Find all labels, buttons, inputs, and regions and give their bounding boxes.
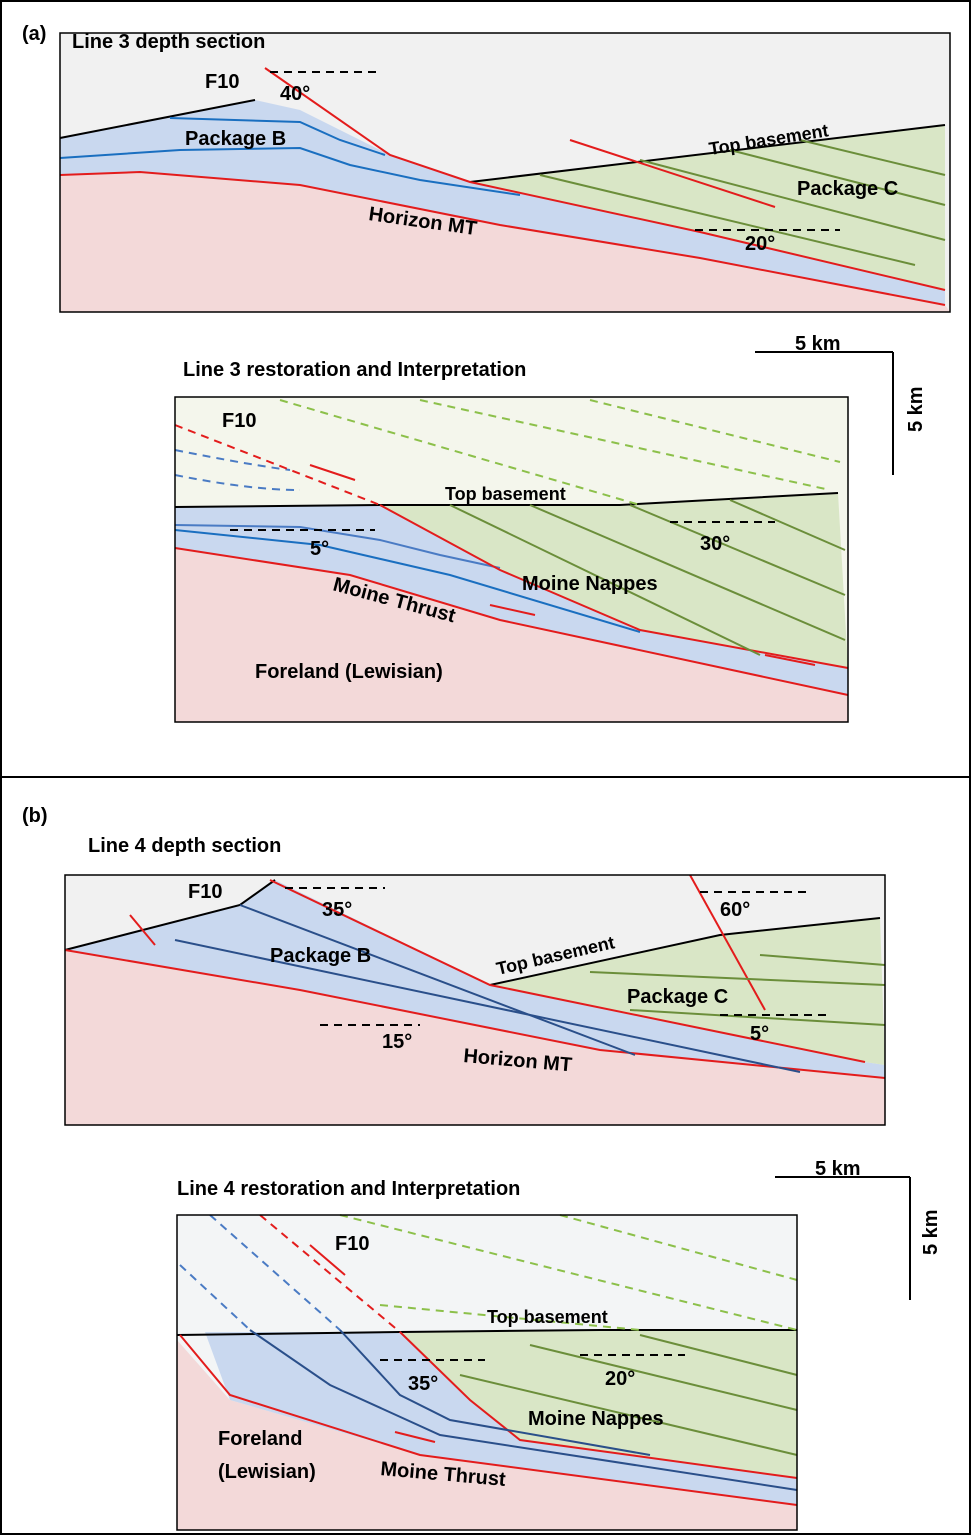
scale-label: 5 km (795, 333, 841, 355)
label: F10 (188, 881, 222, 903)
label: (Lewisian) (218, 1461, 316, 1483)
label: Package B (270, 945, 371, 967)
label: 35° (408, 1373, 438, 1395)
label: 5° (750, 1023, 769, 1045)
label: 40° (280, 83, 310, 105)
label: Top basement (487, 1307, 608, 1327)
label: Package B (185, 128, 286, 150)
label: 60° (720, 899, 750, 921)
section-title: Line 4 restoration and Interpretation (177, 1178, 520, 1200)
label: Foreland (Lewisian) (255, 661, 443, 683)
panel-label: (b) (22, 805, 48, 827)
label: 30° (700, 533, 730, 555)
label: 20° (745, 233, 775, 255)
scale-label: 5 km (920, 1209, 942, 1255)
label: F10 (205, 71, 239, 93)
label: Moine Nappes (528, 1408, 664, 1430)
section-title: Line 4 depth section (88, 835, 281, 857)
section-b2 (176, 1176, 911, 1531)
scale-label: 5 km (905, 386, 927, 432)
label: 20° (605, 1368, 635, 1390)
section-title: Line 3 restoration and Interpretation (183, 359, 526, 381)
section-a2 (174, 351, 894, 723)
label: Package C (627, 986, 728, 1008)
label: F10 (335, 1233, 369, 1255)
label: Package C (797, 178, 898, 200)
section-title: Line 3 depth section (72, 31, 265, 53)
label: Moine Nappes (522, 573, 658, 595)
label: F10 (222, 410, 256, 432)
section-a1 (59, 32, 951, 313)
label: 5° (310, 538, 329, 560)
label: 15° (382, 1031, 412, 1053)
label: Foreland (218, 1428, 302, 1450)
section-b1 (64, 874, 886, 1126)
panel-label: (a) (22, 23, 46, 45)
label: 35° (322, 899, 352, 921)
scale-label: 5 km (815, 1158, 861, 1180)
label: Top basement (445, 484, 566, 504)
